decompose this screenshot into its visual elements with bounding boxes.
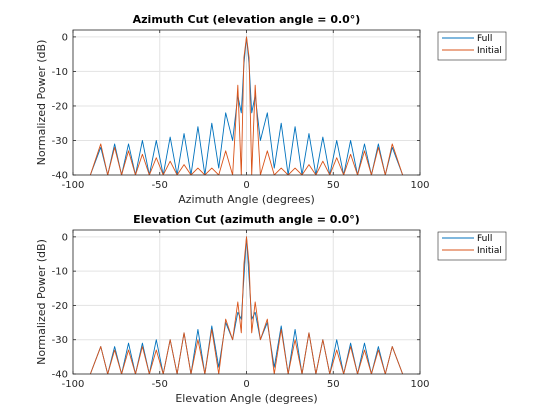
y-tick-label: -10 (52, 67, 68, 78)
x-tick-label: 100 (410, 180, 429, 191)
x-tick-label: -100 (62, 379, 85, 390)
y-tick-label: -20 (52, 101, 68, 112)
legend-label-full: Full (477, 34, 492, 44)
y-tick-label: -40 (52, 171, 68, 182)
y-tick-label: -30 (52, 136, 68, 147)
legend-label-initial: Initial (477, 246, 502, 256)
chart-title: Azimuth Cut (elevation angle = 0.0°) (133, 13, 361, 26)
axes-box (72, 229, 421, 375)
x-tick-label: 50 (327, 180, 340, 191)
y-tick-label: -30 (52, 335, 68, 346)
x-tick-label: -100 (62, 180, 85, 191)
x-tick-label: 50 (327, 379, 340, 390)
series-line-initial (89, 36, 404, 175)
x-tick-label: 0 (243, 379, 249, 390)
x-axis-label: Elevation Angle (degrees) (175, 392, 317, 405)
y-tick-label: 0 (62, 32, 68, 43)
legend-box (437, 231, 507, 261)
y-axis-label: Normalized Power (dB) (35, 40, 48, 166)
x-tick-label: 0 (243, 180, 249, 191)
legend-box (437, 31, 507, 61)
series-line-initial (89, 236, 404, 374)
y-tick-label: -10 (52, 267, 68, 278)
x-tick-label: -50 (152, 379, 168, 390)
x-axis-label: Azimuth Angle (degrees) (178, 193, 315, 206)
y-tick-label: -20 (52, 301, 68, 312)
y-axis-label: Normalized Power (dB) (35, 239, 48, 365)
chart-2: -100 -50 0 50 100 0 -10 -20 -30 -40 Elevation Cut … (35, 213, 507, 405)
legend-label-full: Full (477, 234, 492, 244)
x-tick-label: -50 (152, 180, 168, 191)
axes-box (72, 29, 421, 176)
y-tick-label: 0 (62, 232, 68, 243)
chart-title: Elevation Cut (azimuth angle = 0.0°) (133, 213, 360, 226)
legend-label-initial: Initial (477, 46, 502, 56)
x-tick-label: 100 (410, 379, 429, 390)
chart-1: -100 -50 0 50 100 0 -10 -20 -30 -40 Azimuth Cut (e… (35, 13, 507, 206)
y-tick-label: -40 (52, 370, 68, 381)
